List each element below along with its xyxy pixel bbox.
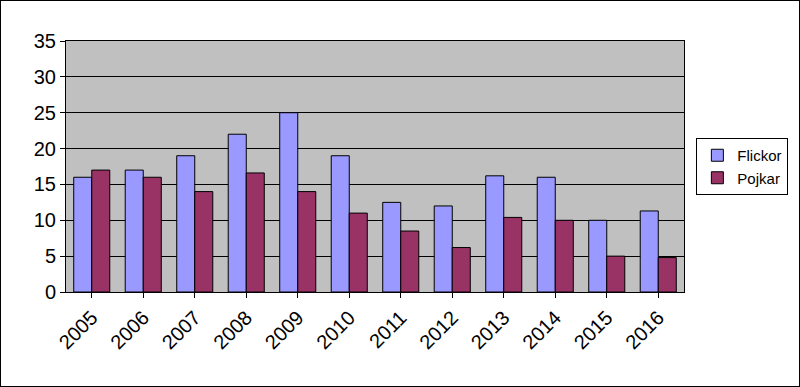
svg-text:Pojkar: Pojkar [737, 170, 780, 187]
svg-text:2013: 2013 [467, 306, 514, 353]
svg-text:2008: 2008 [209, 306, 256, 353]
svg-text:20: 20 [34, 138, 56, 160]
svg-text:5: 5 [45, 245, 56, 267]
svg-text:2007: 2007 [158, 306, 205, 353]
svg-text:2016: 2016 [621, 306, 668, 353]
svg-text:2015: 2015 [570, 306, 617, 353]
svg-text:2014: 2014 [518, 306, 565, 353]
svg-text:30: 30 [34, 66, 56, 88]
svg-text:0: 0 [45, 281, 56, 303]
svg-text:2011: 2011 [365, 306, 411, 352]
svg-text:10: 10 [34, 209, 56, 231]
svg-text:2012: 2012 [415, 306, 462, 353]
svg-text:35: 35 [34, 30, 56, 52]
svg-text:25: 25 [34, 102, 56, 124]
svg-text:2006: 2006 [106, 306, 153, 353]
svg-text:2005: 2005 [55, 306, 102, 353]
svg-text:2010: 2010 [312, 306, 359, 353]
svg-text:Flickor: Flickor [737, 147, 781, 164]
svg-text:2009: 2009 [261, 306, 308, 353]
svg-text:15: 15 [34, 173, 56, 195]
